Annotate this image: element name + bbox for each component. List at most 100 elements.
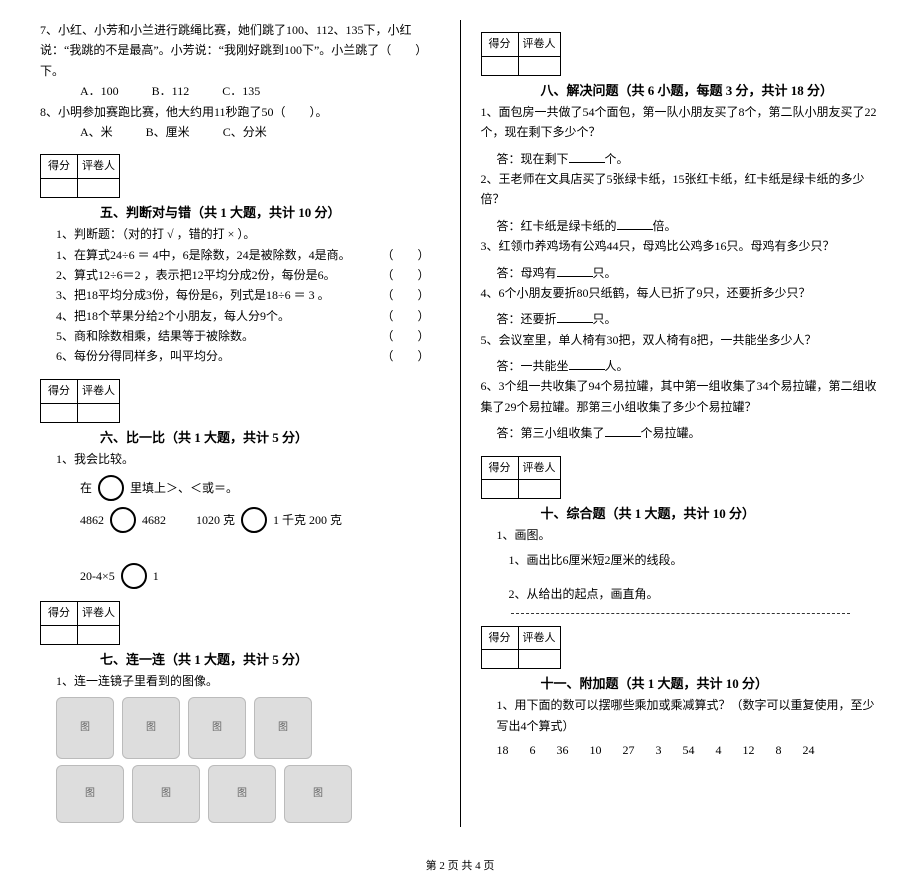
num-item: 54: [683, 740, 695, 760]
blank: [569, 150, 605, 163]
judge-6-text: 6、每份分得同样多，叫平均分。: [56, 346, 230, 366]
num-item: 18: [497, 740, 509, 760]
reviewer-label: 评卷人: [518, 626, 560, 650]
score-table: 得分 评卷人: [40, 154, 120, 198]
judge-paren: （ ）: [381, 306, 429, 326]
reviewer-label: 评卷人: [518, 456, 560, 480]
judge-2-text: 2、算式12÷6＝2 ，表示把12平均分成2份，每份是6。: [56, 265, 336, 285]
num-item: 8: [776, 740, 782, 760]
a5-pre: 答：一共能坐: [497, 359, 569, 373]
num-item: 36: [557, 740, 569, 760]
mirror-image-icon: 图: [254, 697, 312, 759]
judge-1-text: 1、在算式24÷6 ＝ 4中，6是除数，24是被除数，4是商。: [56, 245, 351, 265]
problem-1: 1、面包房一共做了54个面包，第一队小朋友买了8个，第二队小朋友买了22个，现在…: [481, 102, 881, 143]
compare-hint: 在 里填上＞、＜或＝。: [40, 475, 440, 501]
score-label: 得分: [481, 626, 518, 650]
answer-3: 答：母鸡有 只。: [481, 263, 881, 283]
column-divider: [460, 20, 461, 827]
blank: [557, 264, 593, 277]
problem-6: 6、3个组一共收集了94个易拉罐，其中第一组收集了34个易拉罐，第二组收集了29…: [481, 376, 881, 417]
score-table: 得分 评卷人: [40, 379, 120, 423]
num-item: 27: [623, 740, 635, 760]
q7-choice-a: A．100: [80, 81, 119, 101]
num-item: 3: [656, 740, 662, 760]
judge-4-text: 4、把18个苹果分给2个小朋友，每人分9个。: [56, 306, 290, 326]
judge-3-text: 3、把18平均分成3份，每份是6，列式是18÷6 ＝ 3 。: [56, 285, 330, 305]
right-column: 得分 评卷人 八、解决问题（共 6 小题，每题 3 分，共计 18 分） 1、面…: [481, 20, 881, 827]
judge-paren: （ ）: [381, 285, 429, 305]
cmp-c: 20-4×5 1: [80, 563, 159, 589]
mirror-image-icon: 图: [56, 765, 124, 823]
question-7: 7、小红、小芳和小兰进行跳绳比赛，她们跳了100、112、135下，小红说：“我…: [40, 20, 440, 81]
number-list: 18 6 36 10 27 3 54 4 12 8 24: [481, 740, 881, 760]
q8-choices: A、米 B、厘米 C、分米: [40, 122, 440, 142]
problem-2: 2、王老师在文具店买了5张绿卡纸，15张红卡纸，红卡纸是绿卡纸的多少倍？: [481, 169, 881, 210]
answer-4: 答：还要折 只。: [481, 309, 881, 329]
a5-post: 人。: [605, 359, 629, 373]
circle-icon: [241, 507, 267, 533]
score-label: 得分: [41, 155, 78, 179]
problem-5: 5、会议室里，单人椅有30把，双人椅有8把，一共能坐多少人？: [481, 330, 881, 350]
page-footer: 第 2 页 共 4 页: [40, 857, 880, 876]
answer-1: 答：现在剩下 个。: [481, 149, 881, 169]
a3-pre: 答：母鸡有: [497, 266, 557, 280]
num-item: 6: [530, 740, 536, 760]
judge-paren: （ ）: [381, 245, 429, 265]
judge-intro: 1、判断题：（对的打 √ ，错的打 × ）。: [40, 224, 440, 244]
answer-6: 答：第三小组收集了个易拉罐。: [481, 423, 881, 443]
a4-post: 只。: [593, 312, 617, 326]
cmp-a-left: 4862: [80, 510, 104, 530]
q7-choices: A．100 B．112 C．135: [40, 81, 440, 101]
dash-line: [511, 613, 851, 614]
a1-pre: 答：现在剩下: [497, 152, 569, 166]
cmp-b: 1020 克 1 千克 200 克: [196, 507, 342, 533]
section7-intro: 1、连一连镜子里看到的图像。: [40, 671, 440, 691]
cmp-b-left: 1020 克: [196, 510, 235, 530]
hint-pre: 在: [80, 478, 92, 498]
problem-3: 3、红领巾养鸡场有公鸡44只，母鸡比公鸡多16只。母鸡有多少只？: [481, 236, 881, 256]
a2-post: 倍。: [653, 219, 677, 233]
compare-row: 4862 4682 1020 克 1 千克 200 克 20-4×5 1: [40, 507, 440, 589]
a6-pre: 答：第三小组收集了: [497, 426, 605, 440]
judge-6: 6、每份分得同样多，叫平均分。 （ ）: [40, 346, 440, 366]
mirror-image-icon: 图: [284, 765, 352, 823]
section6-title: 六、比一比（共 1 大题，共计 5 分）: [100, 427, 440, 449]
num-item: 4: [716, 740, 722, 760]
section11-title: 十一、附加题（共 1 大题，共计 10 分）: [541, 673, 881, 695]
cmp-c-left: 20-4×5: [80, 566, 115, 586]
score-table: 得分 评卷人: [40, 601, 120, 645]
cmp-c-right: 1: [153, 566, 159, 586]
a1-post: 个。: [605, 152, 629, 166]
reviewer-label: 评卷人: [78, 155, 120, 179]
section7-header: 得分 评卷人: [40, 601, 440, 645]
section10-sub2: 2、从给出的起点，画直角。: [481, 584, 881, 604]
judge-paren: （ ）: [381, 346, 429, 366]
a3-post: 只。: [593, 266, 617, 280]
judge-paren: （ ）: [381, 265, 429, 285]
score-label: 得分: [41, 602, 78, 626]
judge-3: 3、把18平均分成3份，每份是6，列式是18÷6 ＝ 3 。 （ ）: [40, 285, 440, 305]
score-table: 得分 评卷人: [481, 32, 561, 76]
reviewer-label: 评卷人: [78, 379, 120, 403]
blank: [569, 357, 605, 370]
blank: [557, 310, 593, 323]
judge-paren: （ ）: [381, 326, 429, 346]
section6-header: 得分 评卷人: [40, 379, 440, 423]
section8-title: 八、解决问题（共 6 小题，每题 3 分，共计 18 分）: [541, 80, 881, 102]
section11-intro: 1、用下面的数可以摆哪些乘加或乘减算式？（数字可以重复使用，至少写出4个算式）: [481, 695, 881, 736]
q7-choice-b: B．112: [152, 81, 190, 101]
circle-icon: [121, 563, 147, 589]
mirror-image-icon: 图: [208, 765, 276, 823]
judge-1: 1、在算式24÷6 ＝ 4中，6是除数，24是被除数，4是商。 （ ）: [40, 245, 440, 265]
score-table: 得分 评卷人: [481, 626, 561, 670]
mirror-image-icon: 图: [56, 697, 114, 759]
num-item: 24: [803, 740, 815, 760]
section8-header: 得分 评卷人: [481, 32, 881, 76]
section10-sub1: 1、画出比6厘米短2厘米的线段。: [481, 550, 881, 570]
cmp-a-right: 4682: [142, 510, 166, 530]
answer-5: 答：一共能坐 人。: [481, 356, 881, 376]
section11-header: 得分 评卷人: [481, 626, 881, 670]
section10-title: 十、综合题（共 1 大题，共计 10 分）: [541, 503, 881, 525]
a4-pre: 答：还要折: [497, 312, 557, 326]
section6-intro: 1、我会比较。: [40, 449, 440, 469]
